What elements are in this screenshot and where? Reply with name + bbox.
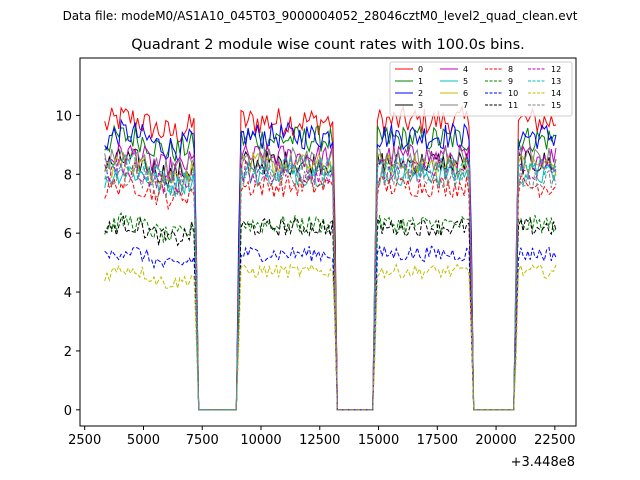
plot-area: [79, 57, 577, 427]
y-tick-label: 4: [64, 286, 72, 301]
x-tick-label: 12500: [299, 433, 340, 448]
y-tick-label: 2: [64, 345, 72, 360]
legend-label-14: 14: [551, 89, 561, 98]
legend-label-10: 10: [508, 89, 518, 98]
legend-label-4: 4: [463, 65, 468, 74]
x-tick-label: 10000: [240, 433, 281, 448]
axes-frame: [79, 57, 577, 427]
y-tick-label: 6: [64, 227, 72, 242]
legend-label-8: 8: [508, 65, 513, 74]
x-axis: 2500 5000 7500 10000 12500 15000 17500 20000 225…: [68, 426, 576, 448]
legend-label-12: 12: [551, 65, 561, 74]
chart-title: Quadrant 2 module wise count rates with …: [131, 37, 525, 53]
x-tick-label: 5000: [127, 433, 160, 448]
series-line-10: [104, 245, 557, 411]
x-tick-label: 20000: [475, 433, 516, 448]
series-line-15: [104, 164, 557, 411]
series-layer: [104, 105, 557, 411]
legend-label-5: 5: [463, 77, 468, 86]
legend-label-15: 15: [551, 101, 561, 110]
data-file-caption: Data file: modeM0/AS1A10_045T03_90000040…: [63, 9, 578, 23]
legend-label-3: 3: [418, 101, 423, 110]
y-axis: 0 2 4 6 8 10: [55, 109, 80, 419]
y-tick-label: 10: [55, 109, 72, 124]
legend-label-13: 13: [551, 77, 561, 86]
legend-label-11: 11: [508, 101, 518, 110]
legend-label-0: 0: [418, 65, 423, 74]
x-tick-label: 15000: [358, 433, 399, 448]
y-tick-label: 0: [64, 404, 72, 419]
legend-label-7: 7: [463, 101, 468, 110]
x-tick-label: 7500: [186, 433, 219, 448]
y-tick-label: 8: [64, 168, 72, 183]
x-tick-label: 17500: [417, 433, 458, 448]
legend-frame: [389, 61, 573, 117]
x-tick-label: 2500: [68, 433, 101, 448]
legend-label-1: 1: [418, 77, 423, 86]
legend-label-9: 9: [508, 77, 513, 86]
legend-label-2: 2: [418, 89, 423, 98]
x-tick-label: 22500: [534, 433, 575, 448]
x-offset-label: +3.448e8: [511, 455, 575, 470]
legend-label-6: 6: [463, 89, 468, 98]
